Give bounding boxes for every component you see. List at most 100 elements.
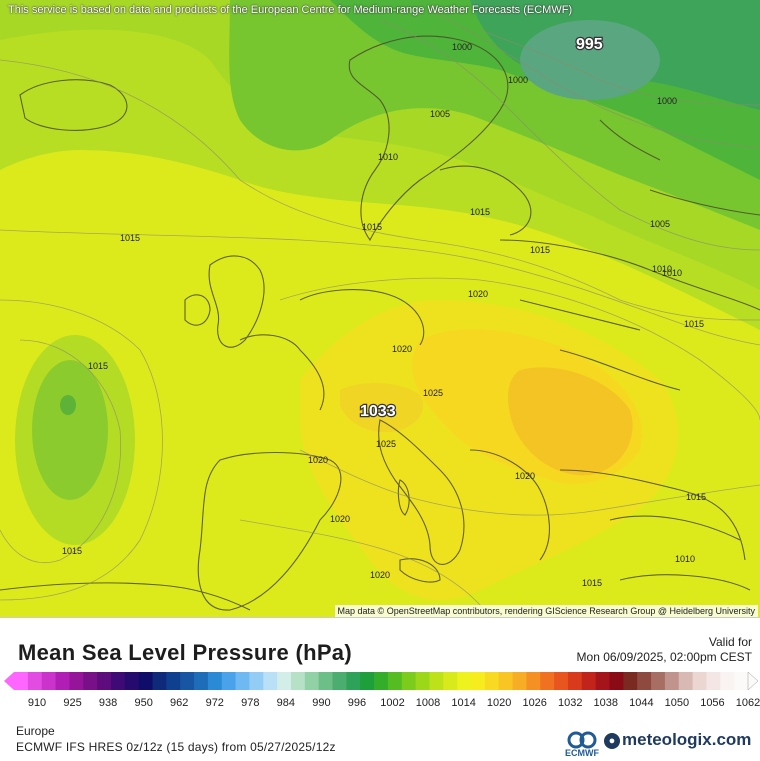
scale-tick-label: 910 — [27, 697, 47, 709]
isobar-label: 1025 — [376, 439, 396, 449]
atlantic-low-inner — [32, 360, 108, 500]
scale-swatch — [581, 672, 597, 690]
scale-swatch — [692, 672, 707, 690]
scale-swatch — [498, 672, 514, 690]
scale-swatch — [235, 672, 250, 690]
scale-arrow-left — [4, 672, 14, 690]
scale-swatch — [734, 672, 749, 690]
color-scale — [0, 670, 760, 692]
scale-swatch — [249, 672, 264, 690]
isobar-label: 1020 — [515, 471, 535, 481]
scale-tick-label: 1026 — [522, 697, 547, 709]
scale-swatch — [651, 672, 666, 690]
pressure-map-canvas: 1000 1000 1000 1005 1010 1010 1015 1015 1015 1015… — [0, 0, 760, 617]
scale-tick-label: 925 — [63, 697, 82, 709]
scale-swatch — [637, 672, 652, 690]
isobar-label: 1015 — [362, 222, 382, 232]
scale-swatch — [27, 672, 43, 690]
scale-swatch — [664, 672, 680, 690]
isobar-label: 1015 — [686, 492, 706, 502]
isobar-label: 1025 — [423, 388, 443, 398]
scale-swatch — [595, 672, 611, 690]
valid-for-label: Valid for — [708, 635, 752, 649]
scale-swatch — [526, 672, 541, 690]
scale-swatch — [138, 672, 153, 690]
scale-swatch — [152, 672, 167, 690]
pressure-zone-1026 — [508, 367, 633, 476]
scale-swatch — [180, 672, 195, 690]
scale-tick-label: 1002 — [380, 697, 405, 709]
meteologix-text: meteologix.com — [622, 730, 752, 749]
isobar-label: 1015 — [120, 233, 140, 243]
scale-swatch — [457, 672, 472, 690]
scale-swatch — [318, 672, 334, 690]
isobar-label: 1020 — [468, 289, 488, 299]
ecmwf-logo[interactable]: ECMWF — [560, 728, 604, 758]
scale-swatch — [706, 672, 721, 690]
isobars — [0, 9, 760, 617]
scale-swatch — [332, 672, 347, 690]
isobar-label: 1000 — [657, 96, 677, 106]
scale-swatch — [387, 672, 403, 690]
scale-swatch — [41, 672, 57, 690]
scale-swatch — [401, 672, 417, 690]
pressure-map[interactable]: 1000 1000 1000 1005 1010 1010 1015 1015 1015 1015… — [0, 0, 760, 617]
scale-swatch — [83, 672, 98, 690]
isobar-label: 1015 — [582, 578, 602, 588]
scale-tick-label: 996 — [347, 697, 367, 709]
atlantic-low-core — [60, 395, 76, 415]
scale-swatch — [471, 672, 486, 690]
meteologix-brand[interactable]: ● meteologix.com — [604, 730, 751, 750]
scale-swatch — [540, 672, 555, 690]
isobar-label: 1010 — [378, 152, 398, 162]
scale-tick-label: 1056 — [700, 697, 725, 709]
scale-tick-label: 1038 — [593, 697, 619, 709]
scale-swatch — [304, 672, 320, 690]
legend-panel: Mean Sea Level Pressure (hPa) Valid for … — [0, 617, 760, 761]
map-data-attribution[interactable]: Map data © OpenStreetMap contributors, r… — [334, 605, 758, 617]
scale-tick-label: 972 — [205, 697, 224, 709]
model-run-label: ECMWF IFS HRES 0z/12z (15 days) from 05/… — [16, 740, 336, 754]
isobar-label: 1000 — [508, 75, 528, 85]
isobar-label: 1015 — [88, 361, 108, 371]
scale-swatch — [374, 672, 389, 690]
scale-swatch — [567, 672, 583, 690]
scale-swatch — [623, 672, 638, 690]
valid-date: Mon 06/09/2025, 02:00pm CEST — [576, 650, 752, 664]
scale-swatch — [207, 672, 223, 690]
isobar-label: 1020 — [392, 344, 412, 354]
scale-swatch — [69, 672, 84, 690]
scale-swatch — [360, 672, 375, 690]
ecmwf-logo-text: ECMWF — [565, 748, 599, 758]
scale-ticks: 910 925 938 950 962 972 978 984 990 996 1002 1008 10… — [0, 697, 760, 711]
scale-swatch — [263, 672, 278, 690]
isobar-label: 1015 — [530, 245, 550, 255]
scale-tick-label: 1062 — [735, 697, 760, 709]
scale-tick-label: 962 — [170, 697, 189, 709]
isobar-label: 1000 — [452, 42, 472, 52]
scale-swatch — [415, 672, 430, 690]
scale-swatch — [512, 672, 527, 690]
scale-swatch — [55, 672, 70, 690]
scale-tick-label: 1014 — [451, 697, 476, 709]
scale-swatch — [166, 672, 181, 690]
isobar-label: 1005 — [430, 109, 450, 119]
isobar-label: 1015 — [62, 546, 82, 556]
scale-swatch — [97, 672, 112, 690]
scale-tick-label: 1008 — [415, 697, 441, 709]
scale-swatch — [443, 672, 458, 690]
scale-tick-label: 1050 — [664, 697, 690, 709]
low-pressure-core — [520, 20, 660, 100]
scale-tick-label: 984 — [276, 697, 296, 709]
scale-swatch — [110, 672, 126, 690]
color-scale-bar — [4, 671, 759, 691]
scale-swatch — [346, 672, 361, 690]
scale-tick-label: 950 — [134, 697, 153, 709]
meteologix-icon: ● — [604, 732, 620, 749]
isobar-label: 1010 — [675, 554, 695, 564]
scale-tick-label: 938 — [98, 697, 118, 709]
scale-swatch — [678, 672, 694, 690]
scale-swatch — [720, 672, 735, 690]
scale-swatch — [277, 672, 292, 690]
ecmwf-attribution: This service is based on data and produc… — [8, 4, 573, 16]
